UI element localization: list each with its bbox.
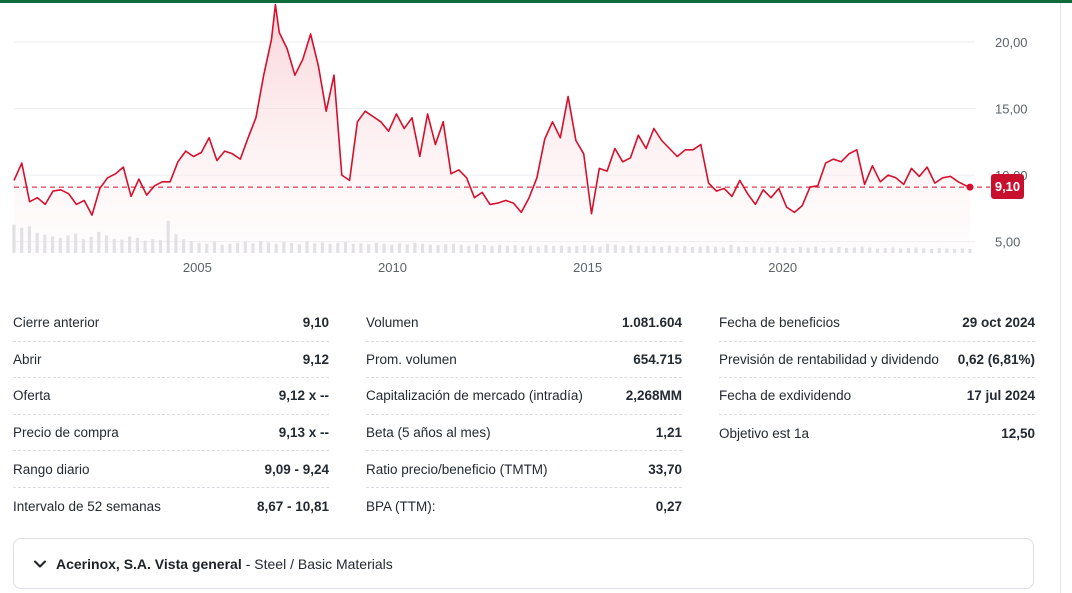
company-overview-title[interactable]: Acerinox, S.A. Vista general	[56, 555, 242, 572]
stat-row: Fecha de exdividendo 17 jul 2024	[719, 378, 1035, 415]
panel-right-border	[1060, 3, 1061, 593]
stat-label: Prom. volumen	[366, 351, 457, 367]
stat-value: 8,67 - 10,81	[256, 498, 329, 514]
stat-label: BPA (TTM):	[366, 498, 436, 514]
stat-value: 0,27	[655, 498, 682, 514]
stat-label: Capitalización de mercado (intradía)	[366, 388, 583, 404]
stat-row: Volumen 1.081.604	[366, 305, 682, 342]
stat-label: Beta (5 años al mes)	[366, 425, 491, 441]
current-price-dot	[966, 183, 974, 191]
quote-stats-column-2: Volumen 1.081.604 Prom. volumen 654.715 Capi…	[366, 305, 682, 525]
stat-label: Objetivo est 1a	[719, 425, 810, 441]
stat-row: Intervalo de 52 semanas 8,67 - 10,81	[13, 488, 329, 525]
y-tick-label: 20,00	[995, 35, 1028, 50]
stat-value: 29 oct 2024	[962, 315, 1035, 331]
price-line	[13, 3, 971, 216]
stat-label: Previsión de rentabilidad y dividendo	[719, 351, 939, 367]
x-tick-label: 2005	[183, 260, 212, 275]
stat-value: 9,13 x --	[278, 425, 329, 441]
stat-label: Intervalo de 52 semanas	[13, 498, 161, 514]
company-sector: - Steel / Basic Materials	[245, 555, 393, 572]
stat-value: 9,12 x --	[278, 388, 329, 404]
stat-label: Fecha de exdividendo	[719, 388, 852, 404]
stat-value: 12,50	[1001, 425, 1035, 441]
x-tick-label: 2020	[768, 260, 797, 275]
stat-label: Ratio precio/beneficio (TMTM)	[366, 461, 548, 477]
stat-label: Oferta	[13, 388, 51, 404]
stat-row: Oferta 9,12 x --	[13, 378, 329, 415]
stat-row: Fecha de beneficios 29 oct 2024	[719, 305, 1035, 342]
chevron-down-icon[interactable]	[32, 556, 48, 572]
stat-value: 1,21	[655, 425, 682, 441]
quote-stats-column-3: Fecha de beneficios 29 oct 2024 Previsión …	[719, 305, 1035, 451]
stat-row: Objetivo est 1a 12,50	[719, 415, 1035, 452]
stat-value: 33,70	[648, 461, 682, 477]
stat-value: 2,268MM	[625, 388, 682, 404]
x-tick-label: 2010	[378, 260, 407, 275]
stat-value: 17 jul 2024	[966, 388, 1035, 404]
stat-row: Cierre anterior 9,10	[13, 305, 329, 342]
stat-value: 9,10	[302, 315, 329, 331]
top-accent-bar	[0, 0, 1072, 3]
price-area-fill	[14, 4, 970, 254]
x-tick-label: 2015	[573, 260, 602, 275]
x-axis-labels: 2005 2010 2015 2020	[183, 260, 797, 275]
stat-row: Ratio precio/beneficio (TMTM) 33,70	[366, 451, 682, 488]
y-tick-label: 15,00	[995, 102, 1028, 117]
y-tick-label: 5,00	[995, 235, 1020, 250]
stat-row: BPA (TTM): 0,27	[366, 488, 682, 525]
stat-row: Capitalización de mercado (intradía) 2,26…	[366, 378, 682, 415]
quote-stats-column-1: Cierre anterior 9,10 Abrir 9,12 Oferta 9,12 x…	[13, 305, 329, 525]
stat-label: Volumen	[366, 315, 419, 331]
stat-label: Cierre anterior	[13, 315, 100, 331]
stat-row: Precio de compra 9,13 x --	[13, 415, 329, 452]
stat-value: 1.081.604	[621, 315, 682, 331]
stat-label: Precio de compra	[13, 425, 119, 441]
stat-row: Previsión de rentabilidad y dividendo 0,6…	[719, 342, 1035, 379]
stat-label: Fecha de beneficios	[719, 315, 840, 331]
stat-value: 9,12	[302, 351, 329, 367]
stat-value: 654.715	[633, 351, 682, 367]
stat-row: Beta (5 años al mes) 1,21	[366, 415, 682, 452]
stat-row: Abrir 9,12	[13, 342, 329, 379]
stat-value: 9,09 - 9,24	[264, 461, 329, 477]
company-overview-accordion[interactable]: Acerinox, S.A. Vista general - Steel / B…	[13, 538, 1034, 589]
stat-value: 0,62 (6,81%)	[957, 351, 1035, 367]
stat-row: Prom. volumen 654.715	[366, 342, 682, 379]
current-price-badge: 9,10	[991, 174, 1024, 199]
stat-label: Rango diario	[13, 461, 90, 477]
stat-label: Abrir	[13, 351, 42, 367]
stat-row: Rango diario 9,09 - 9,24	[13, 451, 329, 488]
